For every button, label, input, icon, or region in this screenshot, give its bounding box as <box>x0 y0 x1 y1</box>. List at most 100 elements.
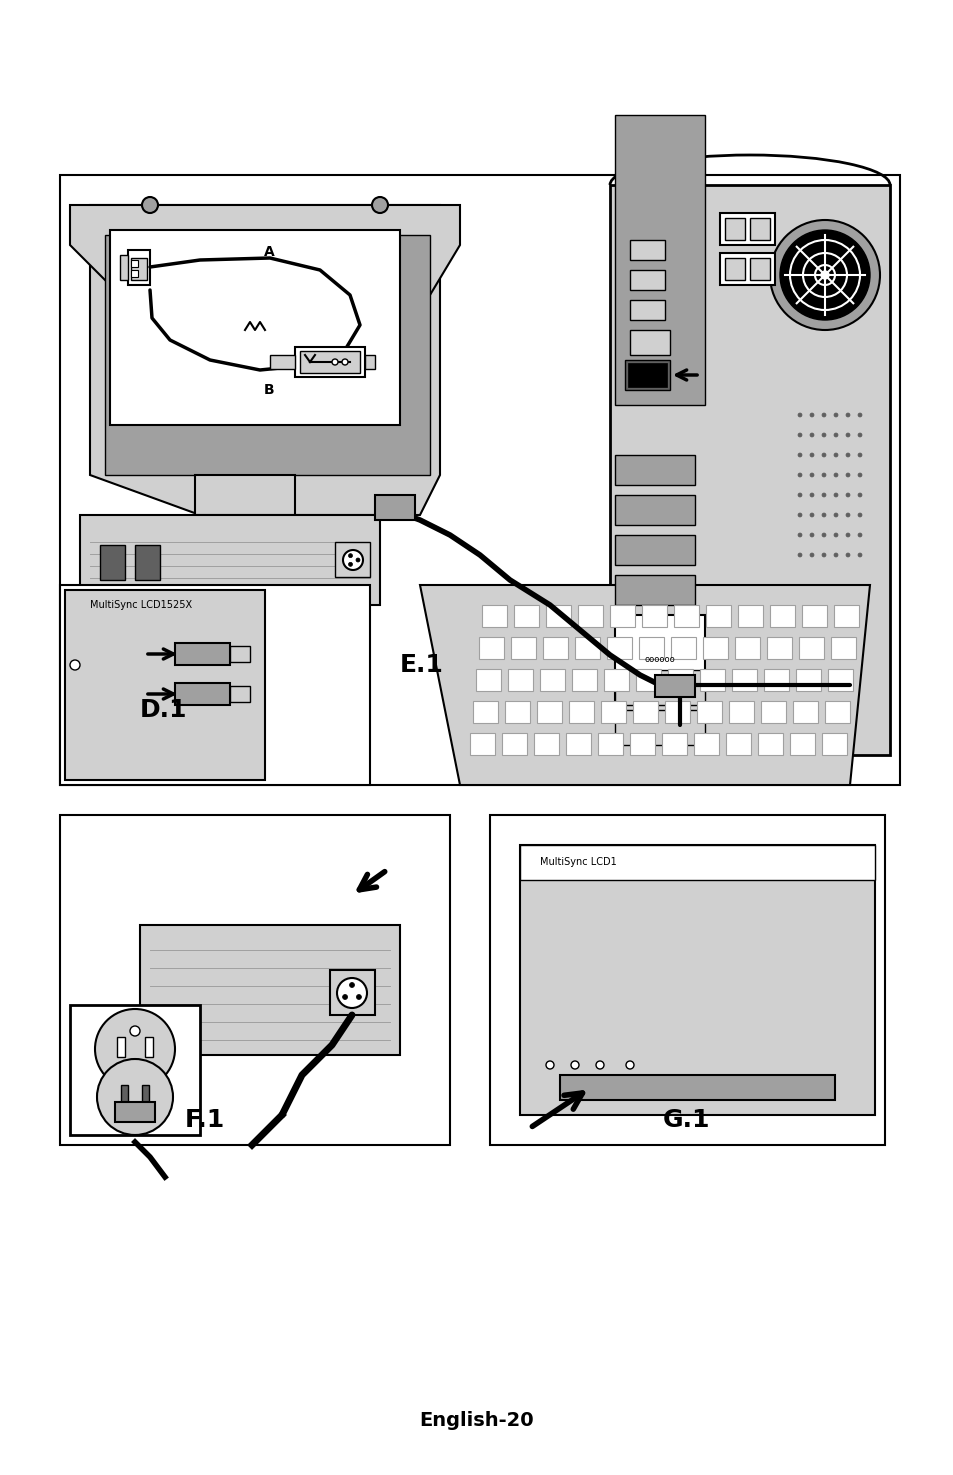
Circle shape <box>821 413 825 417</box>
Bar <box>606 637 631 659</box>
Circle shape <box>348 562 352 566</box>
Circle shape <box>356 994 361 1000</box>
Circle shape <box>833 434 837 437</box>
Bar <box>749 218 769 240</box>
Bar <box>128 249 150 285</box>
Bar <box>299 351 359 373</box>
Circle shape <box>821 513 825 518</box>
Bar <box>545 605 571 627</box>
Text: G.1: G.1 <box>662 1108 710 1131</box>
Bar <box>534 733 558 755</box>
Circle shape <box>833 413 837 417</box>
Bar <box>519 845 874 881</box>
Bar <box>720 254 774 285</box>
Bar <box>615 454 695 485</box>
Bar <box>629 299 664 320</box>
Circle shape <box>797 453 801 457</box>
Bar <box>673 605 699 627</box>
Bar <box>693 733 719 755</box>
Text: English-20: English-20 <box>419 1410 534 1429</box>
Bar <box>65 590 265 780</box>
Circle shape <box>845 532 849 537</box>
Circle shape <box>857 493 862 497</box>
Circle shape <box>857 413 862 417</box>
Bar <box>633 701 658 723</box>
Text: oooooo: oooooo <box>644 655 675 665</box>
Circle shape <box>336 978 367 1007</box>
Bar <box>641 605 666 627</box>
Bar <box>135 544 160 580</box>
Bar <box>738 605 762 627</box>
Bar <box>511 637 536 659</box>
Circle shape <box>821 493 825 497</box>
Bar <box>575 637 599 659</box>
Bar <box>70 1004 200 1134</box>
Bar <box>661 733 686 755</box>
Circle shape <box>332 358 337 364</box>
Bar <box>60 586 370 785</box>
Bar <box>697 701 721 723</box>
Text: MultiSync LCD1525X: MultiSync LCD1525X <box>90 600 192 611</box>
Bar <box>792 701 817 723</box>
Bar <box>789 733 814 755</box>
Circle shape <box>70 659 80 670</box>
Circle shape <box>845 434 849 437</box>
Polygon shape <box>70 205 459 295</box>
Bar <box>830 637 855 659</box>
Bar <box>507 670 533 690</box>
Circle shape <box>845 513 849 518</box>
Circle shape <box>797 513 801 518</box>
Bar <box>600 701 625 723</box>
Bar <box>142 1086 149 1103</box>
Bar <box>490 816 884 1145</box>
Bar <box>568 701 594 723</box>
Bar <box>519 845 874 1115</box>
Circle shape <box>571 1061 578 1069</box>
Circle shape <box>372 198 388 212</box>
Circle shape <box>97 1059 172 1134</box>
Bar <box>728 701 753 723</box>
Bar <box>824 701 849 723</box>
Bar <box>700 670 724 690</box>
Bar <box>615 615 704 705</box>
Bar <box>230 646 250 662</box>
Bar <box>131 260 138 267</box>
Circle shape <box>130 1027 140 1035</box>
Circle shape <box>769 220 879 330</box>
Bar <box>724 258 744 280</box>
Circle shape <box>797 413 801 417</box>
Circle shape <box>809 553 813 558</box>
Bar <box>537 701 561 723</box>
Bar <box>833 605 858 627</box>
Circle shape <box>625 1061 634 1069</box>
Circle shape <box>797 493 801 497</box>
Bar <box>60 816 450 1145</box>
Circle shape <box>857 473 862 476</box>
Bar <box>827 670 852 690</box>
Circle shape <box>857 532 862 537</box>
Circle shape <box>833 532 837 537</box>
Circle shape <box>95 1009 174 1089</box>
Bar <box>131 270 138 277</box>
Bar <box>609 184 889 755</box>
Bar <box>501 733 526 755</box>
Bar <box>504 701 530 723</box>
Bar <box>667 670 692 690</box>
Circle shape <box>355 558 359 562</box>
Circle shape <box>809 532 813 537</box>
Circle shape <box>341 358 348 364</box>
Bar <box>724 218 744 240</box>
Bar <box>760 701 785 723</box>
Circle shape <box>797 434 801 437</box>
Bar <box>615 709 704 745</box>
Bar <box>603 670 628 690</box>
Polygon shape <box>90 205 439 515</box>
Text: MultiSync LCD1: MultiSync LCD1 <box>539 857 616 867</box>
Bar <box>365 355 375 369</box>
Bar <box>542 637 567 659</box>
Bar <box>230 686 250 702</box>
Circle shape <box>797 473 801 476</box>
Bar <box>470 733 495 755</box>
Circle shape <box>833 513 837 518</box>
Circle shape <box>821 434 825 437</box>
